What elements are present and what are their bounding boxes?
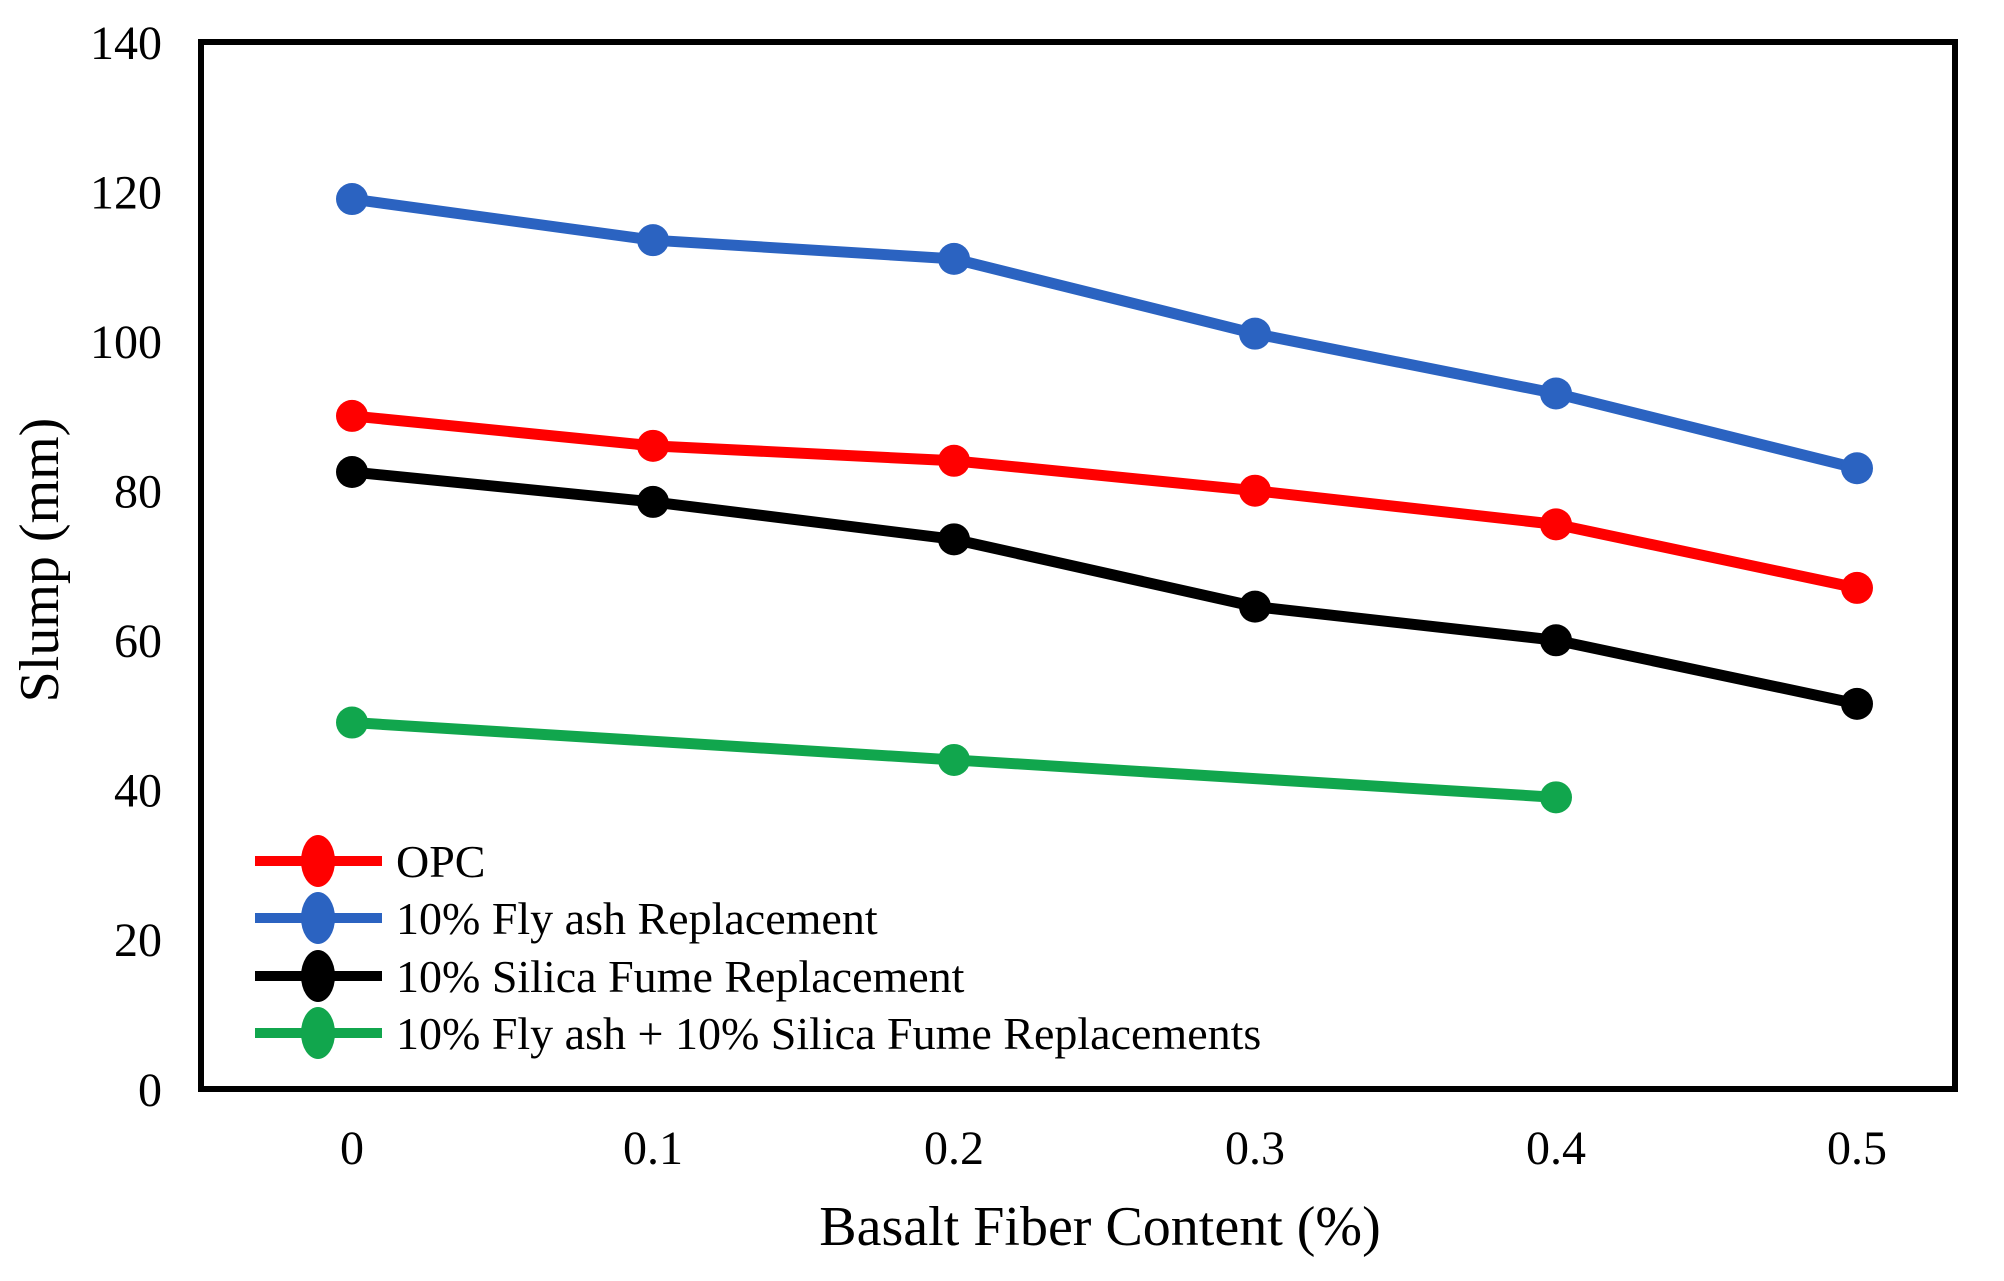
plot-border bbox=[198, 39, 1958, 1092]
x-tick-label: 0.3 bbox=[1225, 1122, 1285, 1175]
data-point-marker bbox=[1841, 687, 1873, 720]
x-tick-label: 0 bbox=[340, 1122, 364, 1175]
data-point-marker bbox=[637, 429, 669, 462]
data-point-marker bbox=[1239, 317, 1271, 350]
data-point-marker bbox=[938, 743, 970, 776]
data-point-marker bbox=[1239, 474, 1271, 507]
data-point-marker bbox=[938, 242, 970, 275]
data-point-marker bbox=[1239, 590, 1271, 623]
data-point-marker bbox=[1540, 781, 1572, 814]
data-point-marker bbox=[336, 399, 368, 432]
data-point-marker bbox=[1540, 377, 1572, 410]
series-line-3 bbox=[346, 466, 1863, 710]
data-point-marker bbox=[637, 224, 669, 257]
legend-swatch-marker bbox=[301, 950, 335, 1002]
x-axis-title: Basalt Fiber Content (%) bbox=[819, 1196, 1381, 1258]
data-point-marker bbox=[938, 444, 970, 477]
legend-item-label: OPC bbox=[396, 836, 485, 887]
y-tick-label: 40 bbox=[114, 765, 162, 818]
data-point-marker bbox=[336, 456, 368, 489]
data-point-marker bbox=[336, 706, 368, 739]
y-tick-label: 140 bbox=[90, 17, 162, 70]
series-line-2 bbox=[346, 193, 1863, 474]
data-point-marker bbox=[1540, 624, 1572, 657]
y-tick-label: 20 bbox=[114, 914, 162, 967]
x-tick-label: 0.5 bbox=[1827, 1122, 1887, 1175]
x-tick-label: 0.2 bbox=[924, 1122, 984, 1175]
data-point-marker bbox=[938, 523, 970, 556]
x-tick-label: 0.4 bbox=[1526, 1122, 1586, 1175]
x-tick-label: 0.1 bbox=[623, 1122, 683, 1175]
data-point-marker bbox=[1841, 571, 1873, 604]
legend-swatch-marker bbox=[301, 892, 335, 944]
plot-layer: 0 20 40 60 80 100 120 140 0 0.1 0.2 0.3 0.4 0.5 OPC 10%… bbox=[90, 17, 1958, 1175]
y-tick-label: 60 bbox=[114, 615, 162, 668]
legend-swatch-marker bbox=[301, 1007, 335, 1059]
data-point-marker bbox=[1841, 452, 1873, 485]
y-tick-label: 100 bbox=[90, 316, 162, 369]
y-tick-label: 80 bbox=[114, 466, 162, 519]
y-tick-label: 0 bbox=[138, 1064, 162, 1117]
data-point-marker bbox=[637, 485, 669, 518]
legend-item-label: 10% Silica Fume Replacement bbox=[396, 951, 965, 1002]
legend-item-label: 10% Fly ash + 10% Silica Fume Replacemen… bbox=[396, 1008, 1261, 1059]
y-axis-title: Slump (mm) bbox=[9, 417, 71, 703]
data-point-marker bbox=[1540, 508, 1572, 541]
data-point-marker bbox=[336, 183, 368, 216]
y-tick-label: 120 bbox=[90, 166, 162, 219]
series-line-1 bbox=[346, 410, 1863, 594]
legend-swatch-marker bbox=[301, 835, 335, 887]
legend-item-label: 10% Fly ash Replacement bbox=[396, 893, 878, 944]
